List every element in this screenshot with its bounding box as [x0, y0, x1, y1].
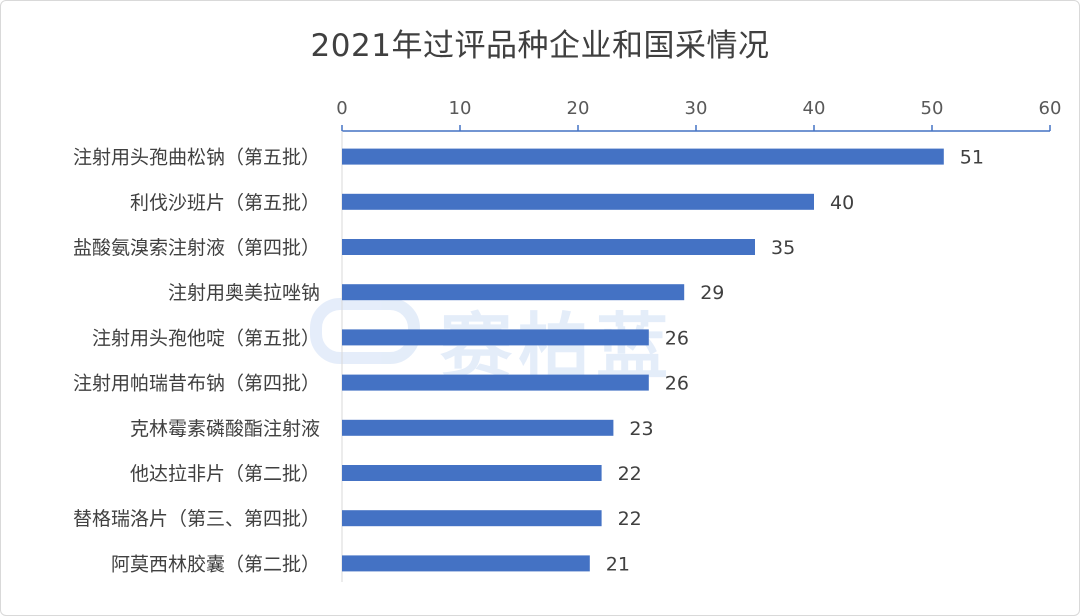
data-label: 23 — [629, 418, 653, 440]
bar — [342, 239, 755, 255]
category-label: 注射用帕瑞昔布钠（第四批） — [73, 373, 320, 395]
category-label: 注射用头孢他啶（第五批） — [92, 327, 320, 349]
data-label: 26 — [665, 373, 689, 395]
category-label: 他达拉非片（第二批） — [130, 463, 320, 485]
bar — [342, 555, 590, 572]
bar — [342, 329, 649, 346]
bar — [342, 193, 814, 210]
category-label: 阿莫西林胶囊（第二批） — [111, 553, 320, 575]
category-label: 克林霉素磷酸酯注射液 — [130, 418, 320, 440]
x-tick-label: 40 — [803, 98, 826, 119]
x-tick-label: 0 — [336, 98, 347, 119]
bar — [342, 284, 685, 301]
data-label: 51 — [960, 147, 984, 169]
bar — [342, 419, 614, 436]
category-label: 注射用奥美拉唑钠 — [168, 282, 320, 304]
category-label: 盐酸氨溴索注射液（第四批） — [73, 237, 320, 259]
data-label: 22 — [618, 508, 642, 530]
category-label: 利伐沙班片（第五批） — [130, 192, 320, 214]
x-tick-label: 60 — [1039, 98, 1062, 119]
x-tick-label: 30 — [685, 98, 708, 119]
bar — [342, 510, 602, 527]
data-label: 26 — [665, 327, 689, 349]
bar — [342, 148, 944, 165]
data-label: 35 — [771, 237, 795, 259]
data-label: 22 — [618, 463, 642, 485]
chart-title: 2021年过评品种企业和国采情况 — [310, 28, 770, 64]
data-label: 40 — [830, 192, 854, 214]
bar — [342, 374, 649, 391]
x-tick-label: 50 — [921, 98, 944, 119]
bar — [342, 465, 602, 481]
x-tick-label: 20 — [567, 98, 590, 119]
category-label: 替格瑞洛片（第三、第四批） — [73, 508, 320, 530]
category-label: 注射用头孢曲松钠（第五批） — [73, 147, 320, 169]
data-label: 21 — [606, 553, 630, 575]
data-label: 29 — [700, 282, 724, 304]
x-tick-label: 10 — [449, 98, 472, 119]
